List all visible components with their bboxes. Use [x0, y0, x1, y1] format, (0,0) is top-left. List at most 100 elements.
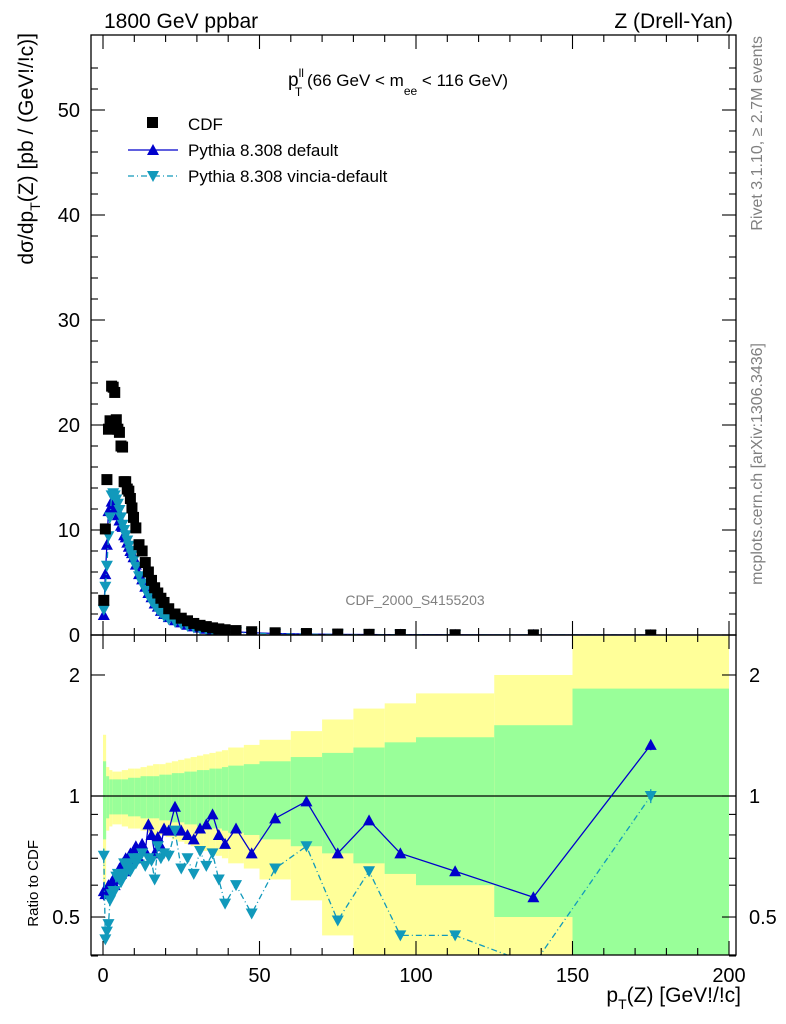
ratio-point-vincia: [114, 877, 127, 889]
ratio-point-pythia-default: [527, 891, 540, 903]
main-point-cdf: [124, 493, 136, 504]
header-right-label: Z (Drell-Yan): [614, 10, 733, 33]
ratio-point-vincia: [245, 908, 258, 920]
main-point-cdf: [146, 574, 158, 586]
main-point-cdf: [207, 622, 219, 634]
x-tick-label: 200: [712, 965, 745, 987]
main-point-cdf: [123, 485, 135, 497]
main-point-cdf: [269, 627, 281, 635]
ratio-band-inner: [494, 725, 573, 918]
ratio-point-pythia-default: [194, 822, 207, 834]
main-point-cdf: [219, 624, 231, 635]
main-point-vincia: [139, 584, 152, 596]
ratio-point-pythia-default: [168, 800, 181, 812]
ratio-point-vincia: [102, 919, 115, 931]
ratio-point-vincia: [206, 848, 219, 860]
main-point-cdf: [527, 629, 539, 635]
main-point-cdf: [99, 523, 111, 535]
ratio-y-axis-label: Ratio to CDF: [25, 840, 42, 927]
main-point-cdf: [110, 414, 122, 426]
main-point-cdf: [230, 625, 242, 635]
x-tick-label: 50: [248, 965, 270, 987]
legend-label-vincia: Pythia 8.308 vincia-default: [188, 167, 388, 186]
x-tick-label: 0: [97, 965, 108, 987]
ratio-band-inner: [215, 768, 222, 829]
ratio-band-inner: [128, 777, 135, 817]
ratio-y-tick-label-right: 0.5: [749, 907, 777, 929]
main-series-group: [97, 380, 657, 635]
ratio-point-vincia: [212, 874, 225, 886]
x-axis-label: pT(Z) [GeV!/!c]: [606, 984, 741, 1012]
main-point-cdf: [363, 628, 375, 635]
main-point-cdf: [394, 629, 406, 635]
ratio-point-vincia: [219, 898, 232, 910]
mcplots-reference-label: mcplots.cern.ch [arXiv:1306.3436]: [749, 343, 766, 585]
main-point-vincia: [104, 512, 117, 524]
main-y-tick-label: 30: [58, 310, 80, 332]
ratio-band-inner: [121, 779, 129, 815]
ratio-point-pythia-default: [187, 833, 200, 845]
ratio-band-inner: [416, 737, 495, 886]
main-plot-title: pll T (66 GeV < mee < 116 GeV): [288, 66, 508, 99]
main-point-cdf: [136, 545, 148, 557]
ratio-band-inner: [171, 773, 179, 823]
rivet-version-label: Rivet 3.1.10, ≥ 2.7M events: [749, 36, 766, 231]
main-point-vincia: [136, 578, 149, 590]
ratio-point-pythia-default: [175, 824, 188, 836]
main-point-cdf: [104, 415, 116, 427]
ratio-point-pythia-default: [269, 812, 282, 824]
main-point-vincia: [114, 512, 127, 524]
main-point-cdf: [139, 557, 151, 569]
ratio-point-pythia-default: [363, 814, 376, 826]
main-point-vincia: [113, 505, 126, 517]
ratio-point-vincia: [104, 895, 117, 907]
ratio-point-pythia-default: [331, 847, 344, 859]
ratio-point-vincia: [194, 845, 207, 857]
ratio-point-vincia: [162, 850, 175, 862]
ratio-point-vincia: [331, 915, 344, 927]
main-point-cdf: [300, 628, 312, 635]
main-point-vincia: [111, 498, 124, 510]
ratio-point-vincia: [148, 874, 161, 886]
ratio-point-vincia: [449, 930, 462, 942]
ratio-point-vincia: [394, 930, 407, 942]
ratio-series-group: [97, 738, 657, 955]
main-point-cdf: [98, 594, 110, 606]
ratio-band-inner: [572, 688, 729, 955]
main-point-cdf: [102, 423, 114, 435]
legend-marker-vincia: [147, 171, 159, 182]
main-point-cdf: [117, 441, 129, 453]
ratio-band-inner: [178, 773, 185, 823]
ratio-band-inner: [134, 777, 141, 817]
ratio-point-vincia: [108, 886, 121, 898]
ratio-band-inner: [353, 747, 385, 864]
main-point-cdf: [101, 474, 113, 486]
analysis-id-label: CDF_2000_S4155203: [345, 592, 485, 608]
main-point-cdf: [332, 628, 344, 635]
ratio-point-pythia-default: [142, 818, 155, 830]
ratio-band-inner: [165, 774, 172, 821]
ratio-y-tick-label-left: 1: [69, 786, 80, 808]
main-point-cdf: [188, 617, 200, 629]
ratio-y-tick-label-left: 0.5: [52, 907, 80, 929]
ratio-band-inner: [209, 768, 216, 829]
main-point-cdf: [113, 426, 125, 438]
ratio-point-vincia: [181, 853, 194, 865]
main-point-vincia: [127, 555, 140, 567]
ratio-point-vincia: [97, 850, 110, 862]
ratio-point-vincia: [145, 855, 158, 867]
ratio-band-inner: [115, 779, 122, 815]
ratio-y-tick-label-left: 2: [69, 665, 80, 687]
ratio-point-pythia-default: [212, 828, 225, 840]
ratio-point-pythia-default: [300, 795, 313, 807]
ratio-band-inner: [259, 761, 291, 840]
ratio-point-pythia-default: [449, 865, 462, 877]
ratio-band-inner: [103, 761, 107, 840]
ratio-point-vincia: [168, 825, 181, 837]
ratio-point-pythia-default: [394, 847, 407, 859]
ratio-band-inner: [190, 771, 197, 825]
main-point-cdf: [213, 623, 225, 635]
main-point-vincia: [100, 560, 113, 572]
ratio-point-pythia-default: [151, 831, 164, 843]
x-tick-label: 100: [399, 965, 432, 987]
